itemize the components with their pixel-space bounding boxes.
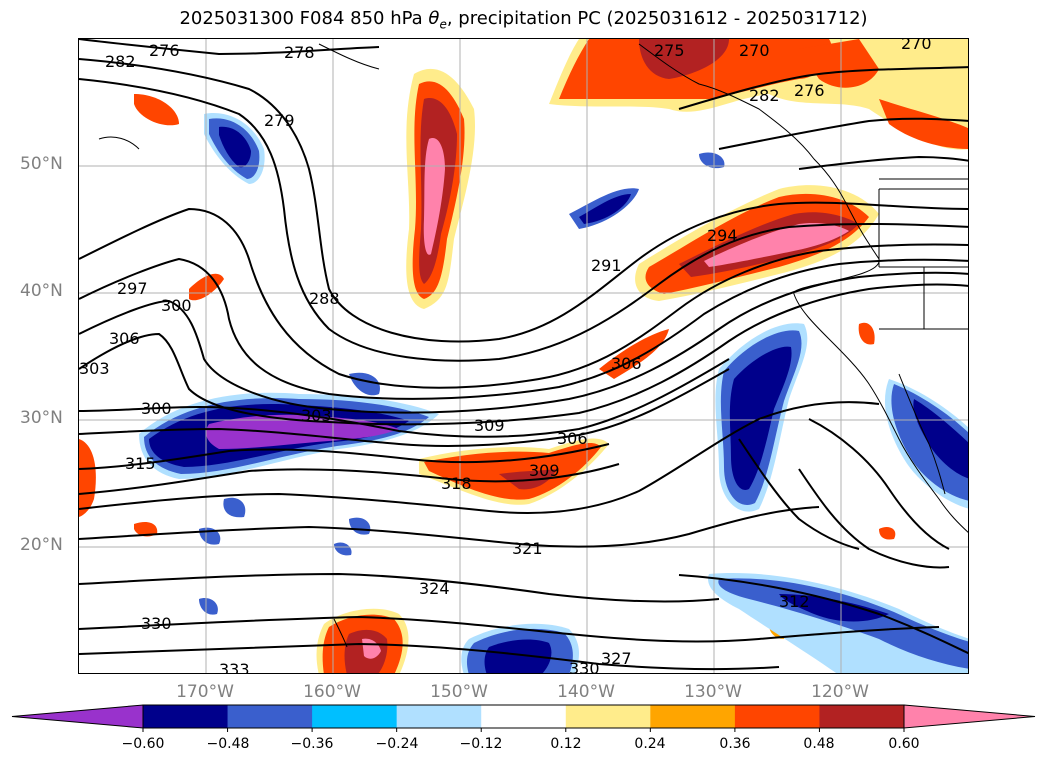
contour-label: 327	[601, 649, 632, 668]
colorbar-segment	[396, 705, 482, 728]
latitude-label: 40°N	[20, 281, 63, 301]
contour-label: 324	[419, 579, 450, 598]
theta-e-contours	[79, 39, 968, 671]
contour-label: 300	[161, 296, 192, 315]
contour-label: 330	[569, 659, 600, 674]
colorbar-tick-label: 0.12	[550, 736, 582, 752]
title-theta: θe	[428, 8, 447, 32]
contour-label: 312	[779, 592, 810, 611]
title-prefix: 2025031300 F084 850 hPa	[179, 8, 423, 29]
colorbar-extend-high	[903, 704, 1036, 729]
colorbar-segment	[481, 705, 567, 728]
contour-label: 278	[284, 43, 315, 62]
longitude-label: 170°W	[176, 682, 234, 702]
colorbar-extend-low	[11, 704, 144, 729]
colorbar-tick-label: −0.48	[206, 736, 250, 752]
longitude-label: 160°W	[303, 682, 361, 702]
longitude-label: 130°W	[684, 682, 742, 702]
contour-label: 300	[141, 399, 172, 418]
colorbar-tick-label: −0.24	[375, 736, 419, 752]
colorbar-tick-label: 0.24	[634, 736, 666, 752]
longitude-label: 150°W	[430, 682, 488, 702]
contour-label: 270	[739, 41, 770, 60]
contour-label: 303	[79, 359, 110, 378]
contour-label: 270	[901, 39, 932, 53]
chart-title: 2025031300 F084 850 hPa θe, precipitatio…	[0, 8, 1047, 32]
contour-label: 276	[794, 81, 825, 100]
contour-label: 282	[105, 52, 136, 71]
colorbar-segment	[734, 705, 820, 728]
colorbar: −0.60 −0.48 −0.36 −0.24 −0.12 0.12 0.24 …	[0, 700, 1047, 767]
colorbar-segment	[312, 705, 398, 728]
contour-label: 306	[109, 329, 140, 348]
contour-label: 330	[141, 614, 172, 633]
colorbar-segment	[227, 705, 313, 728]
longitude-label: 140°W	[557, 682, 615, 702]
map-panel: 276 278 282 279 297 300 306 303 288 291 …	[78, 38, 969, 674]
colorbar-tick-label: −0.12	[459, 736, 503, 752]
colorbar-tick-label: 0.60	[888, 736, 920, 752]
precip-positive-regions	[79, 39, 968, 673]
contour-label: 279	[264, 111, 295, 130]
map-canvas: 276 278 282 279 297 300 306 303 288 291 …	[79, 39, 968, 674]
latitude-label: 30°N	[20, 408, 63, 428]
contour-label: 303	[301, 406, 332, 425]
contour-label: 321	[512, 539, 543, 558]
latitude-label: 20°N	[20, 535, 63, 555]
colorbar-segment	[143, 705, 229, 728]
colorbar-segment	[650, 705, 736, 728]
contour-label: 288	[309, 289, 340, 308]
colorbar-tick-label: −0.36	[290, 736, 334, 752]
colorbar-segment	[565, 705, 651, 728]
title-suffix: , precipitation PC (2025031612 - 2025031…	[446, 8, 868, 29]
contour-label-layer: 276 278 282 279 297 300 306 303 288 291 …	[79, 39, 932, 674]
contour-label: 318	[441, 474, 472, 493]
colorbar-tick-label: 0.36	[719, 736, 751, 752]
coastlines	[98, 43, 968, 648]
contour-label: 306	[557, 429, 588, 448]
contour-label: 275	[654, 41, 685, 60]
latitude-label: 50°N	[20, 154, 63, 174]
longitude-label: 120°W	[811, 682, 869, 702]
contour-label: 297	[117, 279, 148, 298]
contour-label: 333	[219, 660, 250, 674]
contour-label: 282	[749, 86, 780, 105]
contour-label: 294	[707, 226, 738, 245]
contour-label: 306	[611, 354, 642, 373]
contour-label: 276	[149, 41, 180, 60]
colorbar-graphic	[11, 704, 1036, 732]
colorbar-segment	[819, 705, 905, 728]
colorbar-tick-label: 0.48	[803, 736, 835, 752]
contour-label: 315	[125, 454, 156, 473]
contour-label: 291	[591, 256, 622, 275]
contour-label: 309	[474, 416, 505, 435]
colorbar-tick-label: −0.60	[121, 736, 165, 752]
contour-label: 309	[529, 461, 560, 480]
